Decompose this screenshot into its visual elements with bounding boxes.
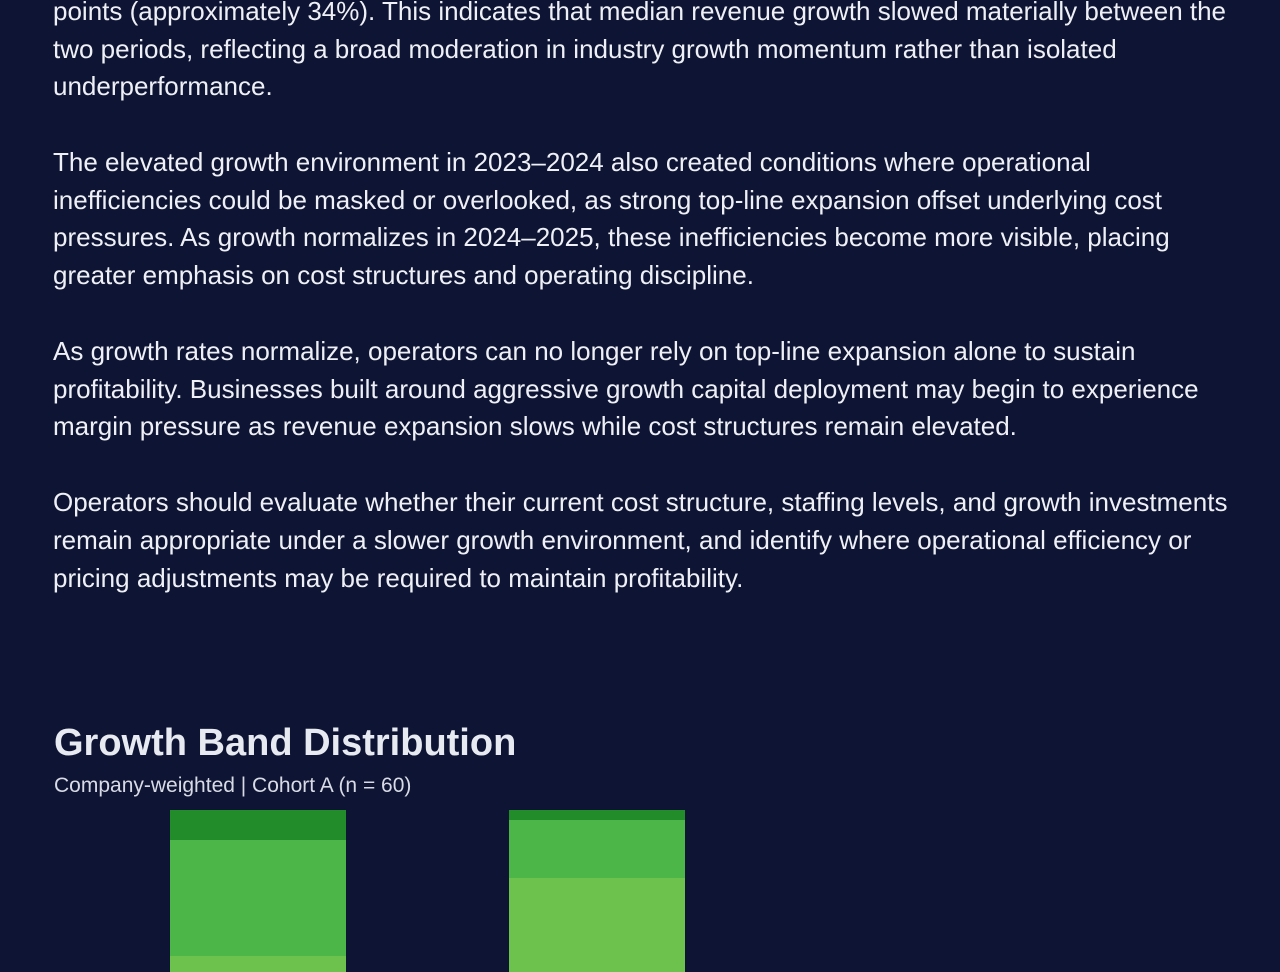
paragraph: As growth rates normalize, operators can… bbox=[53, 336, 1199, 442]
chart-preview bbox=[170, 810, 685, 972]
bar-segment bbox=[170, 956, 346, 972]
bar-segment bbox=[509, 878, 685, 972]
paragraph: Operators should evaluate whether their … bbox=[53, 487, 1228, 593]
bar-segment bbox=[170, 810, 346, 840]
bar-segment bbox=[170, 840, 346, 956]
section-subtitle: Company-weighted | Cohort A (n = 60) bbox=[54, 774, 412, 797]
section-title: Growth Band Distribution bbox=[54, 722, 517, 764]
paragraph: points (approximately 34%). This indicat… bbox=[53, 0, 1227, 102]
paragraph: The elevated growth environment in 2023–… bbox=[53, 147, 1170, 291]
bar-segment bbox=[509, 820, 685, 878]
bar-segment bbox=[509, 810, 685, 820]
body-text: points (approximately 34%). This indicat… bbox=[53, 0, 1233, 636]
